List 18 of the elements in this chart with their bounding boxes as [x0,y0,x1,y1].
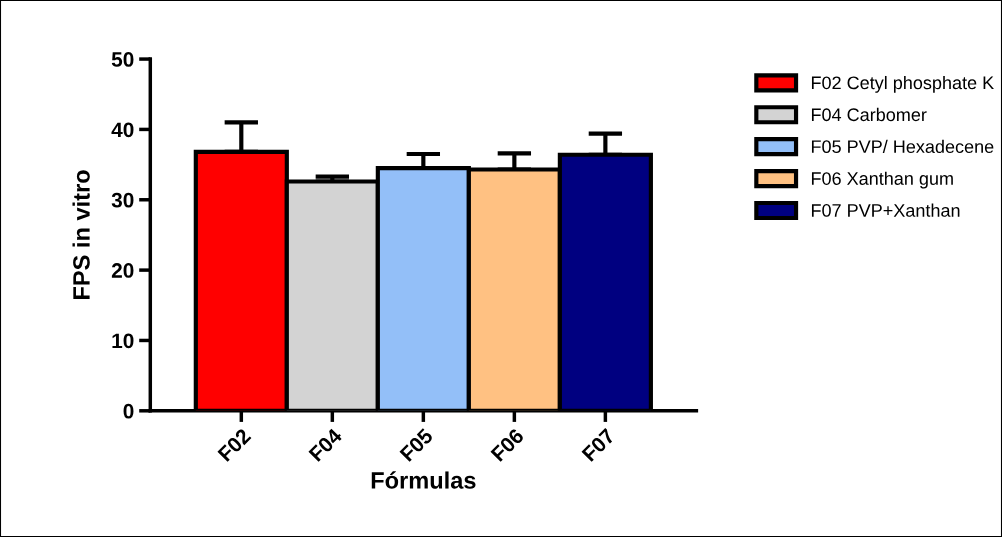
x-tick-label: F07 [581,427,616,462]
x-tick-label: F04 [308,427,344,462]
y-tick-label: 30 [111,192,134,208]
x-axis-title: Fórmulas [371,471,476,489]
legend-label: F04 Carbomer [811,107,927,122]
x-tick-label: F06 [490,427,525,462]
y-tick-label: 10 [112,333,134,349]
y-tick-label: 20 [111,263,134,278]
x-tick-label: F05 [399,427,434,462]
legend-label: F06 Xanthan gum [811,171,953,189]
y-tick-label: 40 [111,122,134,138]
x-tick-label: F02 [217,427,252,462]
legend-label: F05 PVP/ Hexadecene [811,139,994,154]
y-tick-label: 0 [123,403,134,419]
y-tick-label: 50 [111,52,134,67]
legend-label: F07 PVP+Xanthan [811,203,960,217]
y-axis-title: FPS in vitro [72,170,90,299]
legend-label: F02 Cetyl phosphate K [811,75,994,93]
